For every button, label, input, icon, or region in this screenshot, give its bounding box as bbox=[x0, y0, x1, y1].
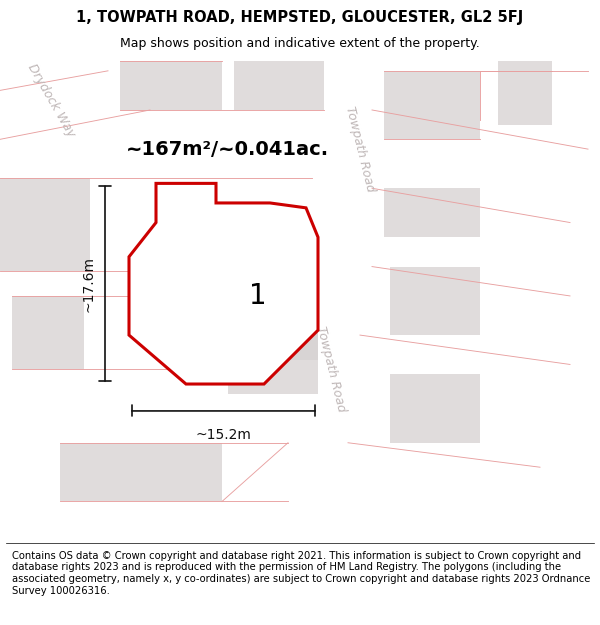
Text: Towpath Road: Towpath Road bbox=[314, 325, 348, 414]
Text: ~15.2m: ~15.2m bbox=[196, 428, 251, 442]
Polygon shape bbox=[390, 374, 480, 442]
Text: Towpath Road: Towpath Road bbox=[343, 105, 377, 193]
Polygon shape bbox=[384, 71, 480, 139]
Text: Map shows position and indicative extent of the property.: Map shows position and indicative extent… bbox=[120, 37, 480, 50]
Text: Contains OS data © Crown copyright and database right 2021. This information is : Contains OS data © Crown copyright and d… bbox=[12, 551, 590, 596]
Polygon shape bbox=[120, 61, 222, 110]
Polygon shape bbox=[0, 51, 228, 139]
Text: 1: 1 bbox=[249, 282, 267, 310]
Polygon shape bbox=[390, 267, 480, 335]
Polygon shape bbox=[0, 179, 90, 271]
Polygon shape bbox=[384, 188, 480, 238]
Polygon shape bbox=[234, 61, 324, 110]
Polygon shape bbox=[228, 306, 318, 394]
Text: 1, TOWPATH ROAD, HEMPSTED, GLOUCESTER, GL2 5FJ: 1, TOWPATH ROAD, HEMPSTED, GLOUCESTER, G… bbox=[76, 10, 524, 25]
Text: ~17.6m: ~17.6m bbox=[82, 256, 96, 312]
Polygon shape bbox=[498, 61, 552, 124]
Polygon shape bbox=[129, 183, 318, 384]
Polygon shape bbox=[60, 442, 222, 501]
Polygon shape bbox=[216, 286, 318, 359]
Text: Drydock Way: Drydock Way bbox=[25, 61, 77, 139]
Polygon shape bbox=[12, 296, 84, 369]
Polygon shape bbox=[273, 51, 372, 541]
Text: ~167m²/~0.041ac.: ~167m²/~0.041ac. bbox=[126, 139, 329, 159]
